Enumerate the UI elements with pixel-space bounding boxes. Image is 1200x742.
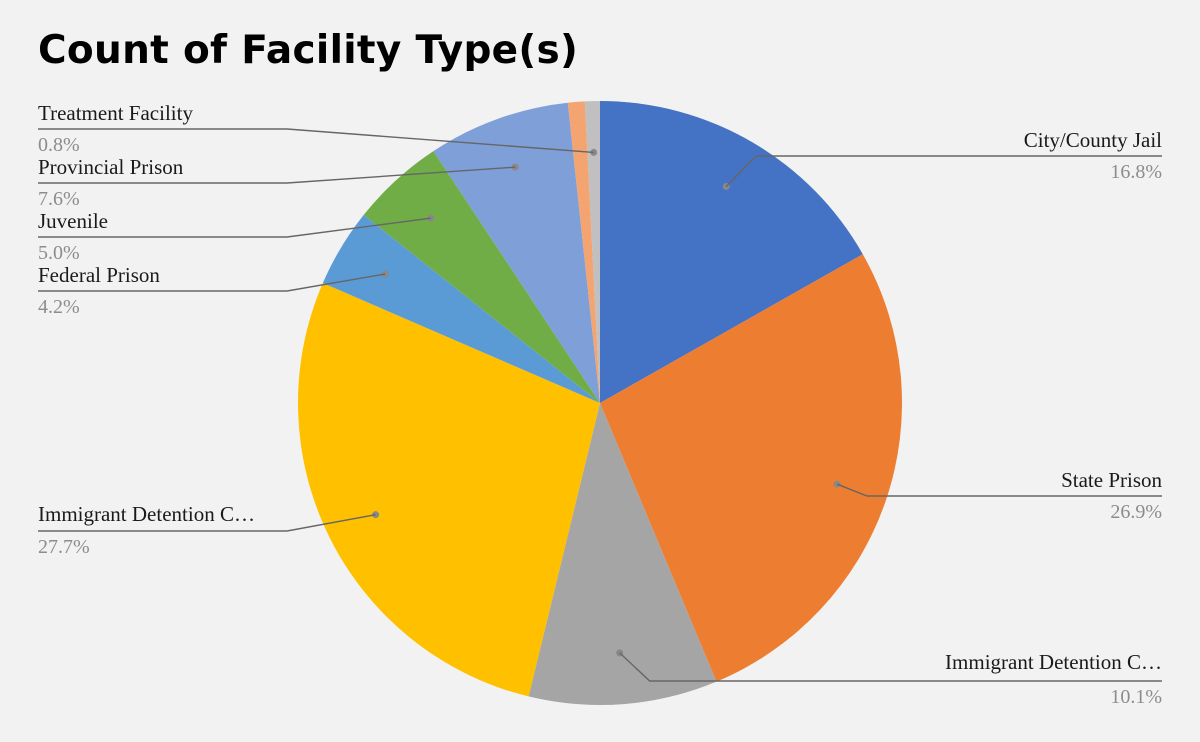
leader-line-2	[619, 652, 1162, 682]
pie-slice-3	[297, 283, 600, 697]
slice-label-2: Immigrant Detention C…	[945, 650, 1162, 674]
slice-label-1: State Prison	[1061, 468, 1162, 492]
pie-slice-7	[567, 101, 600, 403]
slice-percent-0: 16.8%	[1110, 161, 1162, 183]
leader-line-6	[38, 166, 516, 184]
leader-line-0	[725, 155, 1162, 187]
slice-percent-6: 7.6%	[38, 188, 80, 210]
slice-percent-4: 4.2%	[38, 296, 80, 318]
slice-percent-1: 26.9%	[1110, 501, 1162, 523]
leader-line-3	[38, 513, 376, 532]
slice-label-6: Provincial Prison	[38, 155, 184, 179]
pie-slice-0	[600, 101, 863, 403]
chart-title: Count of Facility Type(s)	[38, 28, 579, 73]
leader-line-8	[38, 128, 594, 154]
slice-percent-2: 10.1%	[1110, 686, 1162, 708]
leader-line-1	[836, 483, 1162, 497]
pie-slice-8	[584, 101, 600, 403]
slice-label-4: Federal Prison	[38, 263, 160, 287]
leader-line-5	[38, 217, 431, 238]
slice-percent-8: 0.8%	[38, 134, 80, 156]
slice-percent-5: 5.0%	[38, 242, 80, 264]
slice-label-8: Treatment Facility	[38, 101, 193, 125]
slice-percent-3: 27.7%	[38, 536, 90, 558]
pie-slice-6	[433, 102, 600, 403]
leader-line-4	[38, 273, 386, 292]
slice-label-0: City/County Jail	[1024, 128, 1162, 152]
pie-slice-1	[600, 254, 902, 682]
pie-slice-4	[322, 214, 600, 403]
pie-slice-2	[528, 403, 717, 705]
slice-label-5: Juvenile	[38, 209, 108, 233]
slice-label-3: Immigrant Detention C…	[38, 502, 255, 526]
pie-slice-5	[363, 151, 600, 403]
